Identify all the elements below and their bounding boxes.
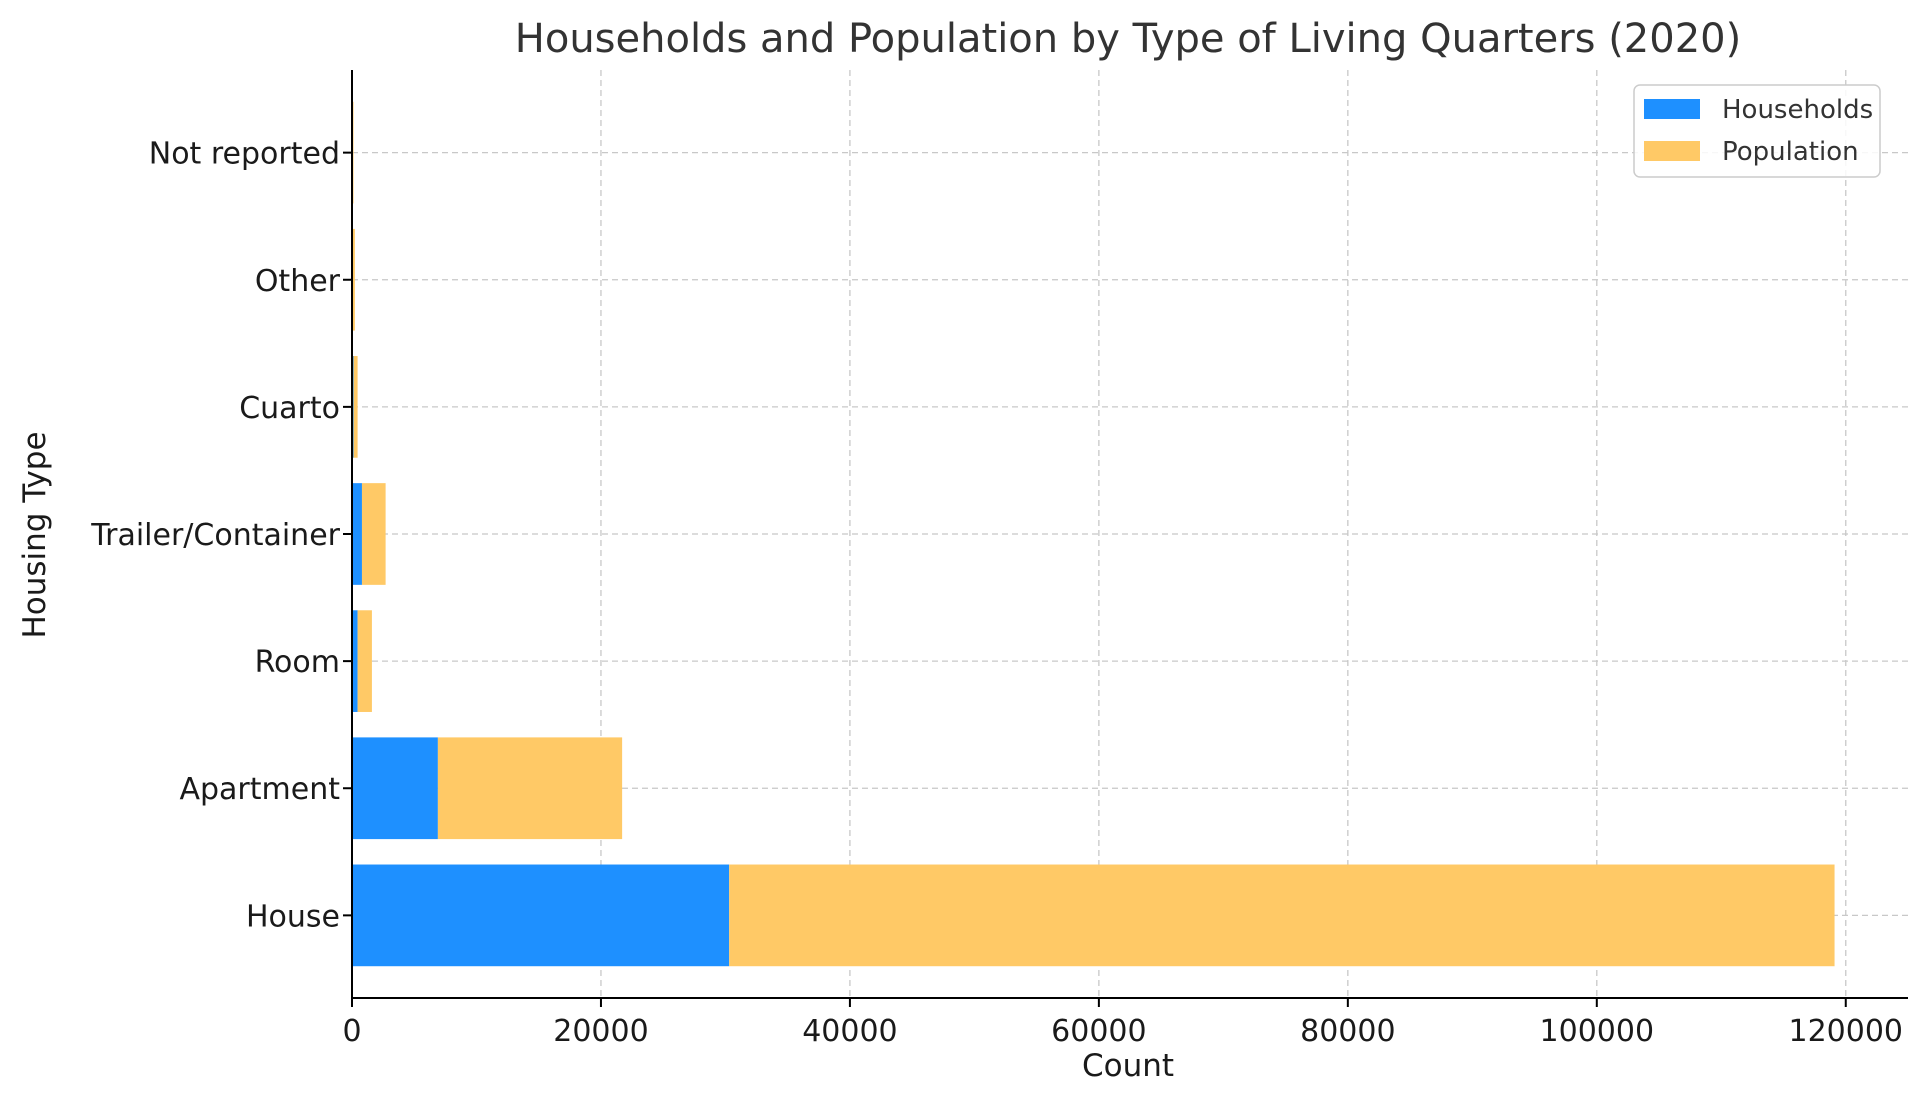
x-tick-label: 40000 [802,1014,897,1049]
x-tick-label: 60000 [1051,1014,1146,1049]
x-axis-label: Count [1082,1048,1174,1084]
legend: Households Population [1634,85,1880,177]
x-tick-label: 100000 [1540,1014,1655,1049]
bar-population-other [353,229,355,331]
bar-population-apartment [438,737,622,839]
y-tick-label-room: Room [255,645,340,680]
x-tick-label: 80000 [1300,1014,1395,1049]
bar-population-cuarto [353,356,357,458]
x-tick-label: 0 [342,1014,361,1049]
x-tick-label: 20000 [553,1014,648,1049]
bar-households-apartment [352,737,438,839]
bar-households-house [352,865,729,967]
y-tick-label-house: House [246,899,340,934]
legend-swatch-population [1644,141,1700,161]
y-tick-label-not-reported: Not reported [149,137,340,172]
x-tick-label: 120000 [1788,1014,1903,1049]
legend-label-households: Households [1722,95,1873,125]
bar-population-house [729,865,1834,967]
legend-swatch-households [1644,99,1700,119]
bar-population-room [358,610,372,712]
bar-households-trailer-container [352,483,362,585]
grid-layer [352,70,1908,998]
y-tick-label-other: Other [255,264,341,299]
y-tick-label-cuarto: Cuarto [239,391,340,426]
chart-title: Households and Population by Type of Liv… [515,16,1741,62]
bar-population-trailer-container [362,483,386,585]
y-tick-label-apartment: Apartment [179,772,340,807]
y-tick-label-trailer-container: Trailer/Container [90,518,340,553]
legend-label-population: Population [1722,137,1859,167]
y-axis-label: Housing Type [17,431,53,638]
